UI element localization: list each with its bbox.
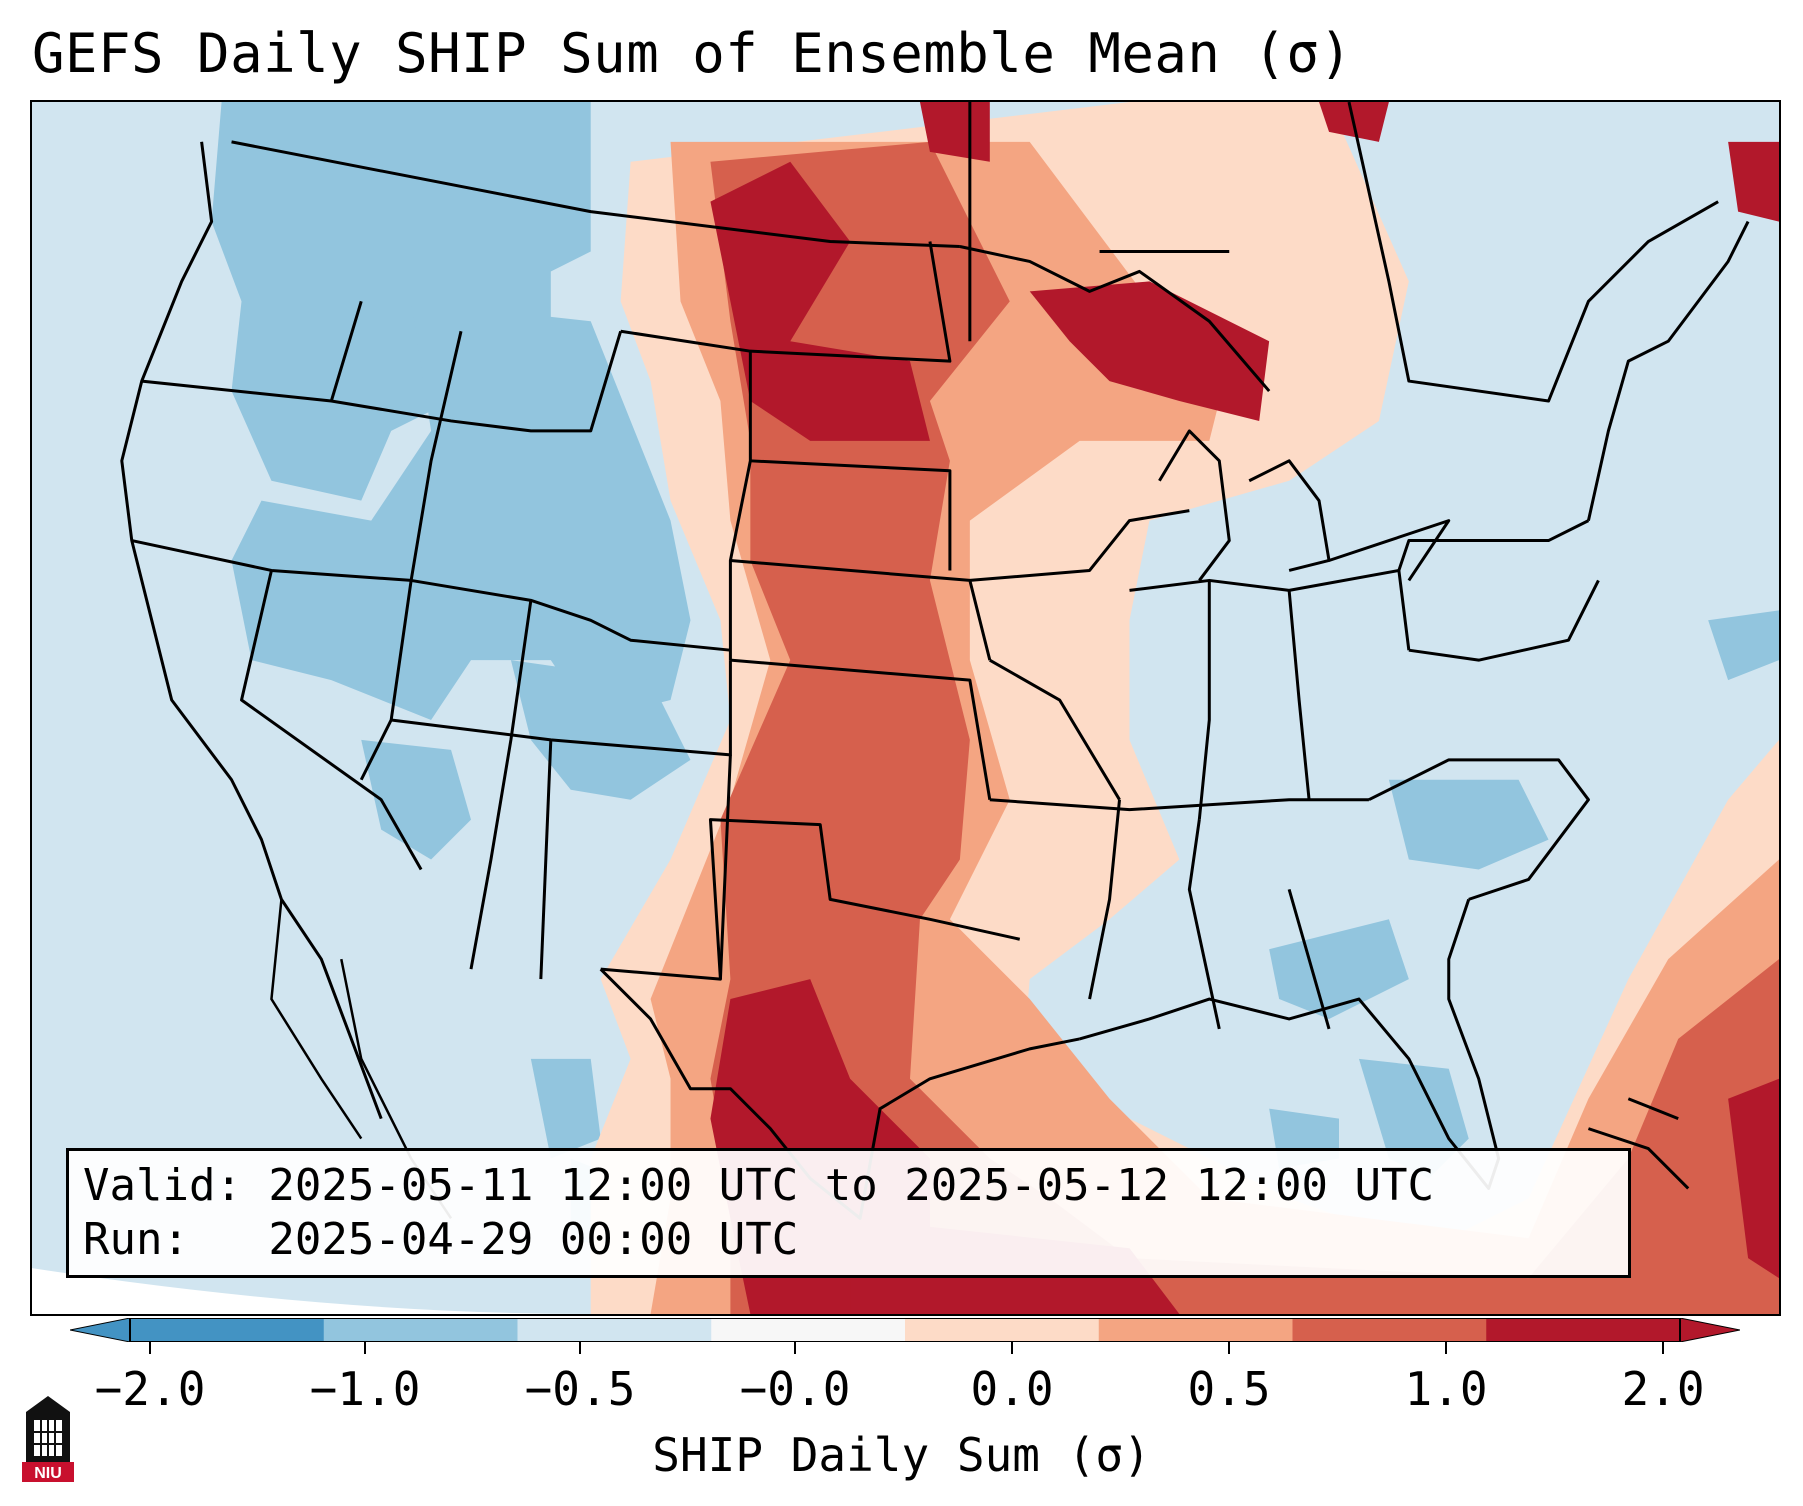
colorbar-tick-label: 1.0 xyxy=(1404,1362,1488,1416)
map-panel[interactable] xyxy=(30,100,1781,1316)
colorbar-tick-mark xyxy=(794,1342,796,1354)
colorbar-bins xyxy=(70,1318,1740,1342)
niu-logo-icon: NIU xyxy=(22,1396,74,1482)
colorbar-tick-mark xyxy=(1228,1342,1230,1354)
colorbar-tick-mark xyxy=(149,1342,151,1354)
logo-text: NIU xyxy=(34,1465,62,1482)
colorbar-tick-mark xyxy=(1445,1342,1447,1354)
colorbar-tick-label: −0.5 xyxy=(524,1362,636,1416)
colorbar-bin xyxy=(1292,1318,1487,1342)
off-projection-area xyxy=(32,1268,591,1314)
colorbar-tick-label: 0.0 xyxy=(970,1362,1054,1416)
validity-info-box: Valid: 2025-05-11 12:00 UTC to 2025-05-1… xyxy=(66,1148,1631,1278)
colorbar-bin xyxy=(517,1318,712,1342)
map-svg xyxy=(32,102,1779,1314)
colorbar-tick-mark xyxy=(364,1342,366,1354)
colorbar-bin xyxy=(711,1318,906,1342)
map-boundaries xyxy=(120,102,1750,1220)
valid-time-line: Valid: 2025-05-11 12:00 UTC to 2025-05-1… xyxy=(83,1160,1435,1211)
colorbar-tick-label: 2.0 xyxy=(1621,1362,1705,1416)
colorbar-bin xyxy=(130,1318,325,1342)
colorbar-tick-label: 0.5 xyxy=(1187,1362,1271,1416)
colorbar-bin xyxy=(1098,1318,1293,1342)
colorbar-tick-label: −1.0 xyxy=(309,1362,421,1416)
colorbar-extend-high xyxy=(1679,1318,1740,1342)
map-title: GEFS Daily SHIP Sum of Ensemble Mean (σ) xyxy=(32,22,1353,85)
colorbar-tick-mark xyxy=(1662,1342,1664,1354)
run-time-line: Run: 2025-04-29 00:00 UTC xyxy=(83,1214,799,1265)
colorbar-bin xyxy=(323,1318,518,1342)
colorbar-outline xyxy=(129,1318,1681,1342)
colorbar-tick-label: −2.0 xyxy=(94,1362,206,1416)
negative-anomaly-regions xyxy=(211,102,1779,1249)
colorbar-tick-mark xyxy=(579,1342,581,1354)
colorbar-label: SHIP Daily Sum (σ) xyxy=(652,1428,1151,1482)
colorbar-tick-label: −0.0 xyxy=(739,1362,851,1416)
colorbar-extend-low xyxy=(70,1318,131,1342)
colorbar-tick-mark xyxy=(1011,1342,1013,1354)
colorbar xyxy=(70,1318,1740,1342)
colorbar-bin xyxy=(905,1318,1100,1342)
colorbar-bin xyxy=(1486,1318,1681,1342)
